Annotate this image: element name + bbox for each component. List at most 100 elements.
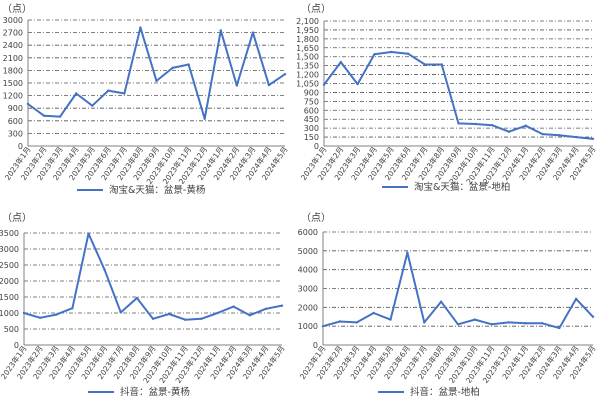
data-point — [267, 83, 271, 87]
chart-panel-4: （点）01000200030004000500060002023年1月2023年… — [297, 212, 597, 398]
data-point — [591, 137, 595, 141]
y-tick-label: 2700 — [3, 29, 23, 38]
data-point — [473, 318, 477, 321]
data-point — [558, 134, 561, 137]
y-tick-label: 6000 — [298, 228, 318, 237]
y-tick-label: 0 — [313, 341, 318, 350]
series-line — [322, 251, 594, 330]
y-tick-label: 2000 — [298, 303, 318, 312]
data-point — [103, 268, 106, 271]
data-point — [232, 305, 235, 308]
data-point — [171, 66, 174, 70]
chart-panel-3: （点）05001000150020002500300035002023年1月20… — [0, 212, 287, 398]
y-tick-label: 2400 — [3, 41, 23, 50]
chart-panel-2: （点） 01503004506007509001,0501,2001,3501,5… — [296, 3, 598, 193]
legend-label: 淘宝&天猫：盆景-黄杨 — [109, 184, 205, 196]
data-point — [373, 53, 376, 56]
unit-label: （点） — [301, 212, 331, 224]
data-point — [151, 317, 155, 320]
data-point — [457, 122, 460, 125]
data-point — [474, 122, 477, 126]
data-point — [355, 321, 358, 324]
data-point — [235, 84, 239, 87]
y-tick-label: 3000 — [0, 245, 19, 254]
y-tick-label: 1,650 — [296, 44, 319, 53]
y-tick-label: 600 — [8, 117, 23, 126]
series-line — [23, 232, 283, 321]
data-point — [139, 26, 142, 29]
data-point — [524, 124, 527, 127]
y-tick-label: 3000 — [298, 285, 318, 294]
data-point — [200, 317, 203, 320]
y-tick-label: 1,800 — [296, 35, 319, 44]
data-point — [490, 123, 494, 127]
data-point — [58, 115, 62, 118]
y-tick-label: 1800 — [3, 66, 23, 75]
data-point — [456, 323, 460, 326]
y-tick-label: 3500 — [0, 229, 19, 238]
series-line — [27, 26, 286, 120]
y-tick-label: 1,200 — [296, 71, 319, 80]
data-point — [558, 326, 561, 330]
y-tick-label: 900 — [8, 104, 23, 113]
data-point — [38, 316, 42, 319]
data-point — [74, 92, 78, 95]
data-point — [280, 304, 284, 307]
data-point — [406, 52, 410, 55]
data-point — [248, 314, 251, 317]
data-point — [339, 60, 343, 64]
data-point — [541, 132, 544, 136]
y-tick-label: 1,500 — [296, 53, 319, 62]
data-point — [87, 232, 90, 235]
data-point — [251, 31, 255, 34]
data-point — [119, 311, 122, 314]
data-point — [203, 117, 206, 120]
unit-label: （点） — [301, 3, 331, 15]
unit-label: （点） — [2, 3, 32, 15]
data-point — [216, 311, 219, 315]
data-point — [507, 321, 510, 324]
y-tick-label: 1,950 — [296, 26, 319, 35]
y-tick-label: 2000 — [0, 277, 19, 286]
y-tick-label: 900 — [304, 88, 319, 97]
y-tick-label: 1200 — [3, 92, 23, 101]
data-point — [423, 321, 426, 324]
data-point — [155, 79, 158, 83]
y-tick-label: 500 — [4, 325, 19, 334]
y-tick-label: 0 — [314, 142, 319, 151]
y-tick-label: 2,100 — [296, 17, 319, 26]
data-point — [338, 320, 342, 323]
data-point — [184, 318, 187, 321]
y-tick-label: 0 — [14, 341, 19, 350]
data-point — [372, 311, 375, 315]
y-tick-label: 1500 — [3, 79, 23, 88]
y-tick-label: 2100 — [3, 54, 23, 63]
data-point — [264, 307, 268, 311]
y-tick-label: 300 — [304, 124, 319, 133]
y-tick-label: 150 — [304, 133, 319, 142]
data-point — [219, 29, 222, 32]
y-tick-label: 1000 — [298, 322, 318, 331]
data-point — [91, 104, 94, 107]
data-point — [26, 102, 30, 106]
y-tick-label: 3000 — [3, 16, 23, 25]
data-point — [321, 324, 325, 328]
data-point — [389, 318, 392, 321]
data-point — [591, 315, 595, 318]
data-point — [440, 63, 443, 66]
data-point — [524, 322, 527, 325]
data-point — [439, 300, 443, 303]
legend-label: 抖音：盆景-黄杨 — [120, 386, 190, 398]
y-tick-label: 0 — [18, 142, 23, 151]
y-tick-label: 450 — [304, 115, 319, 124]
y-tick-label: 5000 — [298, 247, 318, 256]
data-point — [22, 311, 26, 315]
data-point — [574, 135, 578, 139]
y-tick-label: 1,050 — [296, 80, 319, 89]
y-tick-label: 4000 — [298, 266, 318, 275]
data-point — [135, 296, 139, 300]
data-point — [167, 312, 171, 316]
data-point — [423, 63, 427, 66]
y-tick-label: 600 — [304, 106, 319, 115]
